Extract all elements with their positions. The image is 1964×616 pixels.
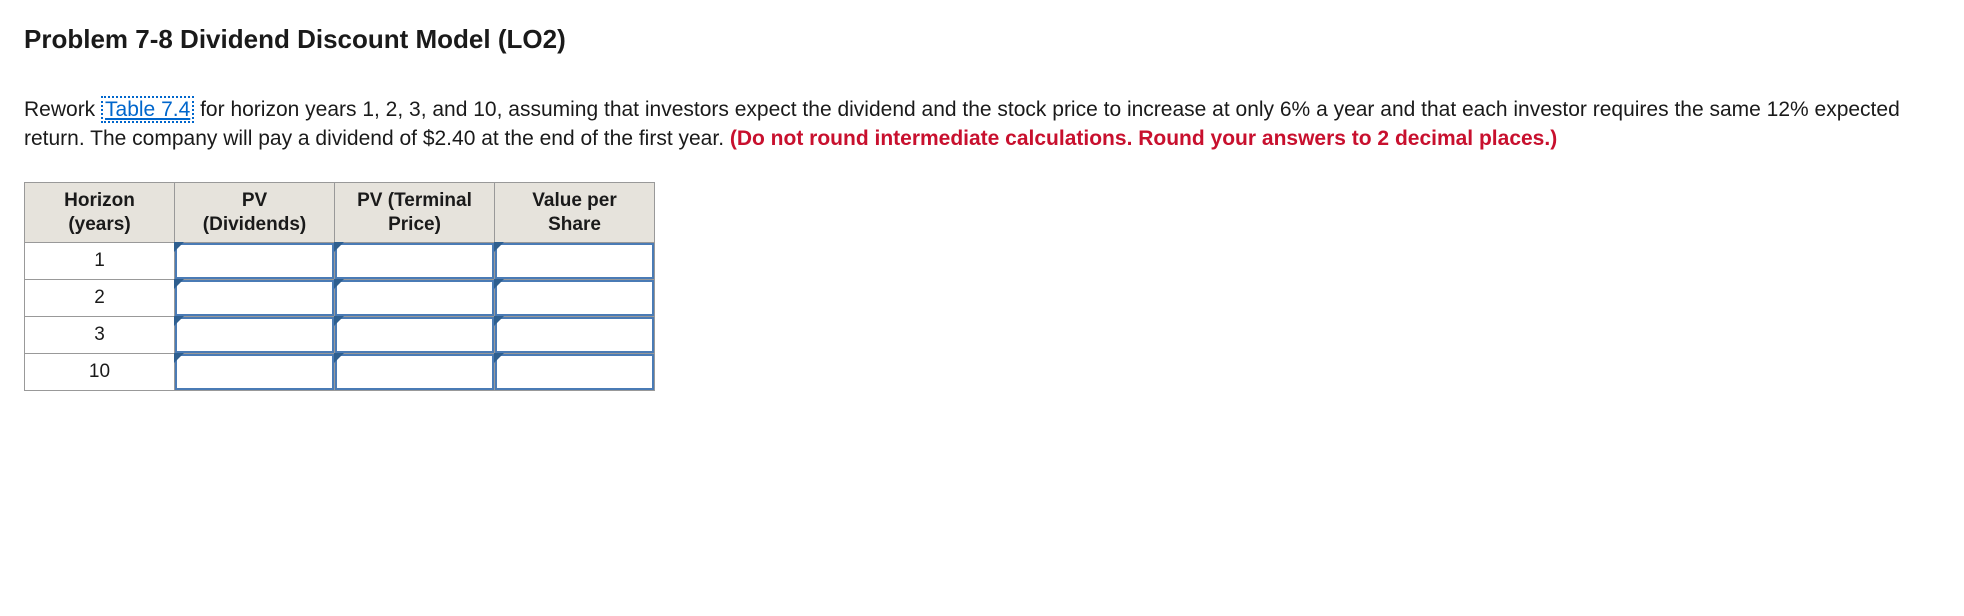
col-header-line1: PV [242,190,267,211]
pv-terminal-cell [335,354,495,391]
table-row: 3 [25,317,655,354]
horizon-cell: 3 [25,317,175,354]
pv-terminal-input[interactable] [335,317,494,353]
col-header-value-per-share: Value per Share [495,182,655,243]
col-header-line1: Value per [532,190,617,211]
col-header-line2: (years) [68,214,130,235]
table-row: 2 [25,280,655,317]
value-per-share-cell [495,354,655,391]
problem-heading: Problem 7-8 Dividend Discount Model (LO2… [24,24,1940,55]
pv-terminal-cell [335,317,495,354]
value-per-share-input[interactable] [495,317,654,353]
table-7-4-link[interactable]: Table 7.4 [101,96,194,123]
col-header-pv-terminal: PV (Terminal Price) [335,182,495,243]
col-header-line2: Share [548,214,601,235]
problem-statement: Rework Table 7.4 for horizon years 1, 2,… [24,95,1940,154]
horizon-cell: 2 [25,280,175,317]
text-before-link: Rework [24,98,101,121]
col-header-line2: (Dividends) [203,214,306,235]
pv-dividends-cell [175,243,335,280]
pv-terminal-input[interactable] [335,354,494,390]
value-per-share-cell [495,243,655,280]
pv-dividends-input[interactable] [175,243,334,279]
pv-dividends-input[interactable] [175,317,334,353]
value-per-share-cell [495,317,655,354]
pv-terminal-input[interactable] [335,243,494,279]
pv-terminal-cell [335,280,495,317]
table-header-row: Horizon (years) PV (Dividends) PV (Termi… [25,182,655,243]
horizon-cell: 10 [25,354,175,391]
table-row: 10 [25,354,655,391]
pv-dividends-input[interactable] [175,354,334,390]
pv-dividends-cell [175,354,335,391]
value-per-share-input[interactable] [495,280,654,316]
pv-terminal-cell [335,243,495,280]
col-header-pv-dividends: PV (Dividends) [175,182,335,243]
col-header-line1: Horizon [64,190,135,211]
rounding-instruction: (Do not round intermediate calculations.… [730,127,1557,150]
horizon-cell: 1 [25,243,175,280]
col-header-horizon: Horizon (years) [25,182,175,243]
col-header-line1: PV (Terminal [357,190,472,211]
col-header-line2: Price) [388,214,441,235]
value-per-share-input[interactable] [495,354,654,390]
answer-table: Horizon (years) PV (Dividends) PV (Termi… [24,182,655,392]
pv-dividends-cell [175,280,335,317]
pv-dividends-cell [175,317,335,354]
pv-terminal-input[interactable] [335,280,494,316]
pv-dividends-input[interactable] [175,280,334,316]
value-per-share-input[interactable] [495,243,654,279]
table-row: 1 [25,243,655,280]
value-per-share-cell [495,280,655,317]
